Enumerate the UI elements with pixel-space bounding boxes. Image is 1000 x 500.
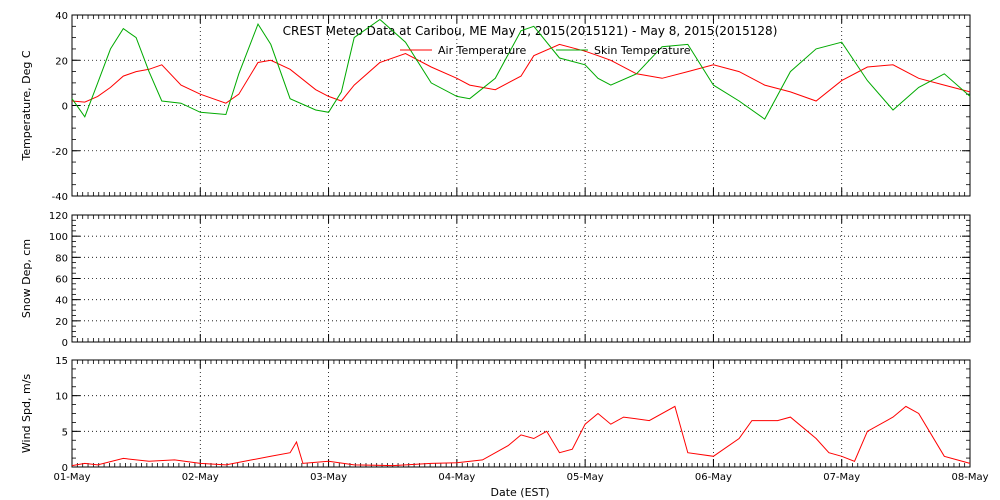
x-tick-label: 06-May xyxy=(695,472,732,483)
y-tick-label: -20 xyxy=(52,147,68,158)
y-tick-label: 40 xyxy=(55,11,68,22)
plot-frame xyxy=(71,359,971,468)
x-tick-label: 01-May xyxy=(53,472,90,483)
series-line-skin-temperature xyxy=(71,18,971,120)
x-tick-label: 03-May xyxy=(310,472,347,483)
legend-label: Skin Temperature xyxy=(594,44,691,57)
y-axis-label: Temperature, Deg C xyxy=(20,50,33,161)
y-tick-label: -40 xyxy=(52,192,68,203)
y-tick-label: 5 xyxy=(62,427,68,438)
x-tick-label: 02-May xyxy=(182,472,219,483)
chart-title: CREST Meteo Data at Caribou, ME May 1, 2… xyxy=(283,24,778,38)
series-line-wind-speed xyxy=(71,405,971,467)
series-line-air-temperature xyxy=(71,43,971,104)
y-tick-label: 15 xyxy=(55,356,68,367)
y-tick-label: 40 xyxy=(55,296,68,307)
y-axis-label: Snow Dep, cm xyxy=(20,239,33,318)
legend-label: Air Temperature xyxy=(438,44,527,57)
x-tick-label: 04-May xyxy=(438,472,475,483)
y-tick-label: 20 xyxy=(55,317,68,328)
x-axis-label: Date (EST) xyxy=(490,486,549,499)
y-axis-label: Wind Spd, m/s xyxy=(20,374,33,454)
panel-2: 0 20 40 60 80 100 120 Snow Dep, cm xyxy=(20,211,971,349)
y-tick-label: 60 xyxy=(55,275,68,286)
x-tick-label: 05-May xyxy=(567,472,604,483)
y-tick-label: 120 xyxy=(49,211,68,222)
y-tick-label: 0 xyxy=(62,338,68,349)
x-tick-label: 07-May xyxy=(823,472,860,483)
panel-1: -40 -20 0 20 40 Temperature, Deg C Air Tempera… xyxy=(20,11,971,203)
y-tick-label: 0 xyxy=(62,102,68,113)
y-tick-label: 80 xyxy=(55,253,68,264)
y-tick-label: 10 xyxy=(55,392,68,403)
y-tick-label: 20 xyxy=(55,56,68,67)
x-tick-label: 08-May xyxy=(951,472,988,483)
y-tick-label: 0 xyxy=(62,463,68,474)
y-tick-label: 100 xyxy=(49,232,68,243)
panel-3: 0 5 10 15 Wind Spd, m/s 01-May 02-May 03-May 04-… xyxy=(20,356,989,483)
